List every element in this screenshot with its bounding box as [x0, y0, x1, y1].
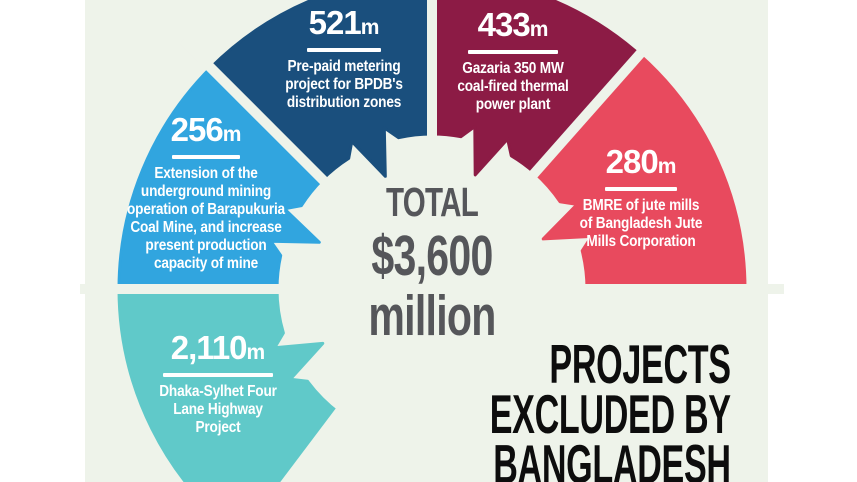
segment-label-dhaka-sylhet-highway: 2,110m Dhaka-Sylhet Four Lane Highway Pr… — [113, 330, 323, 437]
segment-value: 256m — [170, 111, 242, 148]
segment-value: 2,110m — [170, 329, 266, 366]
total-value: $3,600 — [371, 224, 493, 288]
segment-gap — [513, 22, 669, 197]
segment-description: Gazaria 350 MW coal-fired thermal power … — [457, 60, 569, 113]
segment-underline — [307, 48, 381, 52]
segment-value: 521m — [308, 4, 380, 41]
segment-description: Dhaka-Sylhet Four Lane Highway Project — [159, 383, 277, 436]
segment-label-barapukuria-coal-mine: 256m Extension of the underground mining… — [101, 112, 311, 273]
segment-label-bmre-jute-mills: 280m BMRE of jute mills of Bangladesh Ju… — [536, 144, 746, 251]
segment-underline — [605, 187, 677, 191]
segment-gap — [179, 36, 346, 203]
segment-description: Pre-paid metering project for BPDB's dis… — [285, 58, 403, 111]
segment-value: 433m — [477, 6, 549, 43]
segment-gap — [280, 388, 359, 482]
wedge-prepaid-metering — [209, 0, 434, 181]
segment-value: 280m — [605, 143, 677, 180]
total-label: TOTAL — [385, 179, 479, 225]
segment-label-prepaid-metering: 521m Pre-paid metering project for BPDB'… — [239, 5, 449, 112]
segment-underline — [163, 373, 273, 377]
segment-description: BMRE of jute mills of Bangladesh Jute Mi… — [579, 197, 703, 250]
total-unit: million — [368, 284, 496, 348]
page-title: PROJECTS EXCLUDED BY BANGLADESH — [489, 333, 731, 482]
segment-label-gazaria-power-plant: 433m Gazaria 350 MW coal-fired thermal p… — [408, 7, 618, 114]
segment-underline — [468, 50, 558, 54]
segment-underline — [172, 155, 240, 159]
chart-total: TOTAL $3,600 million — [282, 182, 582, 345]
segment-description: Extension of the underground mining oper… — [127, 165, 285, 272]
